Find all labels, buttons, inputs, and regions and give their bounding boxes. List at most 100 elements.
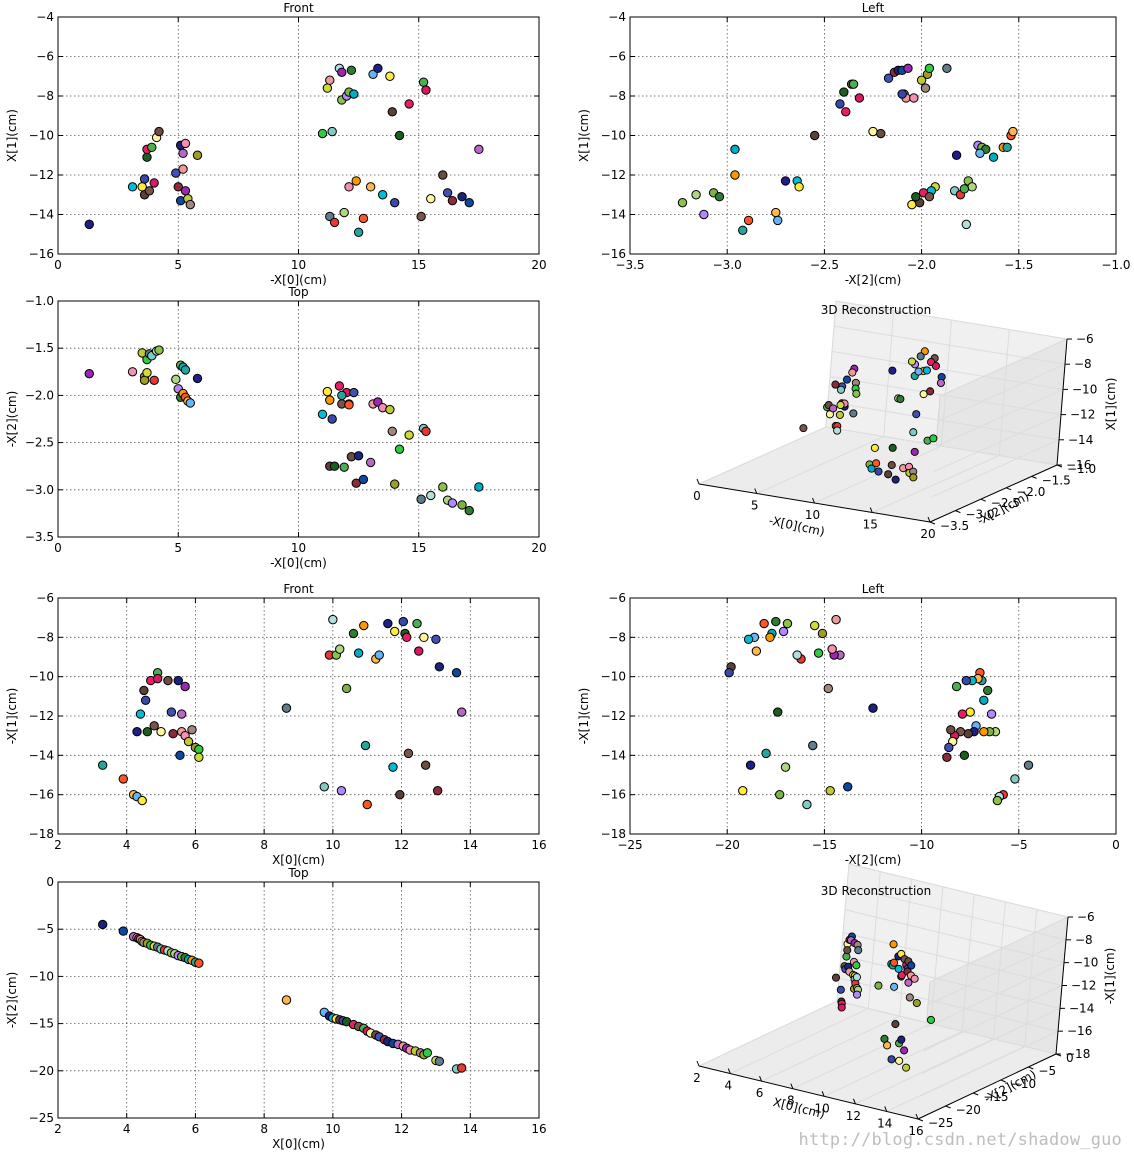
data-point [916, 352, 925, 361]
x-tick-label: 0 [1112, 838, 1120, 852]
data-point [813, 648, 824, 658]
data-point [926, 387, 935, 396]
data-point [180, 681, 190, 692]
data-point [817, 628, 828, 639]
grid-line [941, 319, 952, 447]
data-point [97, 760, 108, 770]
z-tick-label: −6 [1076, 332, 1094, 346]
y-tick-label: −2.5 [25, 436, 54, 450]
data-point [831, 380, 840, 389]
data-point [825, 786, 835, 796]
data-point [175, 750, 185, 761]
data-point [835, 99, 845, 109]
data-point [979, 695, 989, 705]
data-point [868, 703, 878, 713]
grid-line [923, 985, 1063, 1051]
data-point [887, 1055, 896, 1064]
x-tick-label: 0 [54, 258, 62, 272]
x-axis-label: -X[2](cm) [845, 853, 902, 867]
data-point [341, 683, 352, 694]
data-point [765, 632, 775, 643]
x-tick-label: 10 [325, 838, 340, 852]
data-point [339, 462, 349, 472]
data-point [839, 87, 849, 97]
data-point [874, 981, 883, 990]
data-point [738, 225, 748, 236]
data-point [451, 668, 462, 678]
data-point [691, 190, 701, 200]
data-point [894, 964, 903, 973]
data-point [909, 428, 918, 437]
data-point [936, 378, 945, 388]
grid-line [792, 1023, 932, 1090]
data-point [854, 93, 865, 103]
data-point [1010, 774, 1020, 784]
data-point [929, 434, 938, 443]
chart-panel-3d: 0 5 10 15 20 −3.5−3.0−2.5−2.0−1.5−1.0−16 −14 −1… [693, 300, 1118, 541]
data-point [127, 182, 138, 192]
chart-panel: 0 5 10 15 20 −3.5 −3.0 −2.5 −2.0 −1.5 −1.0 Top -X[0]… [5, 285, 547, 570]
data-point [926, 1015, 936, 1024]
data-point [420, 760, 431, 770]
data-point [387, 107, 397, 117]
data-point [916, 75, 927, 85]
data-point [849, 409, 858, 418]
data-point [896, 394, 905, 404]
data-point [422, 1048, 433, 1058]
data-point [835, 410, 844, 419]
x-tick-label: 6 [756, 1086, 764, 1100]
data-point [426, 490, 436, 501]
data-point [168, 729, 178, 739]
data-point [922, 366, 931, 375]
chart-title: Left [862, 582, 885, 596]
data-point [1002, 142, 1012, 153]
data-point [961, 675, 972, 686]
x-axis-label: -X[2](cm) [845, 273, 902, 287]
x-axis-label: X[0](cm) [772, 1095, 827, 1121]
data-point [907, 199, 917, 210]
z-tick-label: −18 [1065, 1047, 1090, 1061]
x-tick-label: 5 [174, 258, 182, 272]
data-point [920, 83, 931, 93]
data-point [171, 168, 181, 178]
data-point [931, 361, 941, 371]
y-tick-label: −1.5 [1042, 473, 1071, 487]
data-point [794, 182, 804, 192]
data-point [447, 195, 458, 206]
grid-line [842, 932, 1063, 986]
y-axis-label: X[1](cm) [577, 109, 591, 162]
x-tick-label: 10 [291, 541, 306, 555]
data-point [1023, 760, 1034, 770]
x-axis-line [698, 1065, 919, 1120]
grid-line [756, 436, 884, 494]
x-tick [927, 516, 931, 523]
data-point [180, 138, 191, 149]
y-tick-label: −18 [601, 827, 626, 841]
y-tick [980, 498, 986, 502]
y-tick-label: −5 [36, 922, 54, 936]
y-axis-line [917, 1053, 1057, 1120]
data-point [474, 482, 484, 492]
data-point [373, 63, 383, 74]
x-tick [812, 497, 815, 504]
y-tick [1028, 1066, 1034, 1070]
grid-line [846, 886, 1067, 941]
z-axis-label: X[1](cm) [1104, 378, 1118, 431]
data-point [1008, 126, 1018, 137]
data-point [843, 782, 853, 792]
data-point [780, 176, 791, 186]
data-point [185, 199, 195, 210]
data-point [808, 740, 818, 751]
x-tick-label: 4 [724, 1079, 732, 1093]
x-tick-label: 5 [174, 541, 182, 555]
x-axis-label: X[0](cm) [272, 1137, 325, 1151]
y-tick-label: −10 [29, 129, 54, 143]
data-point [902, 1063, 911, 1072]
x-tick-label: 14 [877, 1116, 892, 1130]
data-point [144, 186, 155, 196]
chart-title: Top [287, 866, 308, 880]
data-point [904, 978, 913, 987]
data-point [176, 709, 187, 719]
data-point [946, 725, 956, 735]
data-point [888, 443, 897, 452]
